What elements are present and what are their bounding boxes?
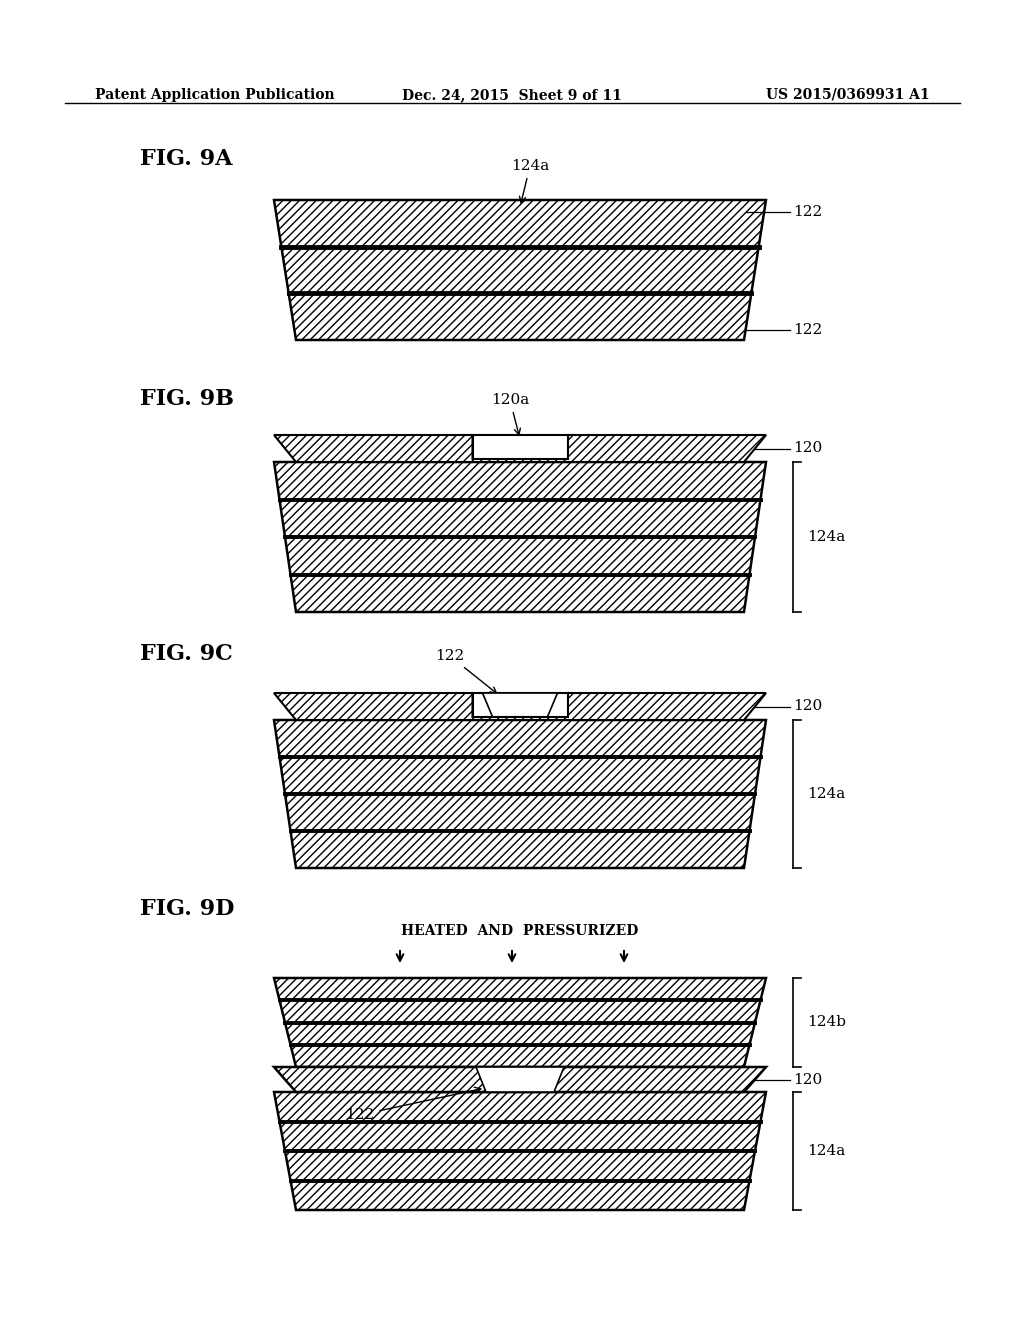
Text: 122: 122 xyxy=(435,649,497,693)
Text: FIG. 9D: FIG. 9D xyxy=(140,898,234,920)
Text: Dec. 24, 2015  Sheet 9 of 11: Dec. 24, 2015 Sheet 9 of 11 xyxy=(402,88,622,102)
Polygon shape xyxy=(482,693,557,717)
Text: US 2015/0369931 A1: US 2015/0369931 A1 xyxy=(766,88,930,102)
Polygon shape xyxy=(472,436,567,459)
Text: 124a: 124a xyxy=(807,787,845,801)
Polygon shape xyxy=(476,1067,564,1092)
Text: 124a: 124a xyxy=(511,158,549,203)
Text: 122: 122 xyxy=(793,323,822,337)
Text: FIG. 9A: FIG. 9A xyxy=(140,148,232,170)
Text: 120: 120 xyxy=(793,1072,822,1086)
Polygon shape xyxy=(274,1092,766,1210)
Text: Patent Application Publication: Patent Application Publication xyxy=(95,88,335,102)
Polygon shape xyxy=(274,201,766,341)
Text: 124a: 124a xyxy=(807,531,845,544)
Polygon shape xyxy=(472,693,567,717)
Text: 124a: 124a xyxy=(807,1144,845,1158)
Text: 122: 122 xyxy=(793,205,822,219)
Text: 120: 120 xyxy=(793,700,822,714)
Polygon shape xyxy=(274,693,766,719)
Polygon shape xyxy=(274,719,766,869)
Polygon shape xyxy=(274,1067,766,1092)
Text: 122: 122 xyxy=(345,1088,480,1122)
Polygon shape xyxy=(274,436,766,462)
Text: 120: 120 xyxy=(793,441,822,455)
Text: 124b: 124b xyxy=(807,1015,846,1030)
Text: HEATED  AND  PRESSURIZED: HEATED AND PRESSURIZED xyxy=(401,924,639,939)
Text: FIG. 9B: FIG. 9B xyxy=(140,388,234,411)
Text: 120a: 120a xyxy=(490,393,529,434)
Polygon shape xyxy=(274,978,766,1067)
Text: FIG. 9C: FIG. 9C xyxy=(140,643,232,665)
Polygon shape xyxy=(274,462,766,612)
